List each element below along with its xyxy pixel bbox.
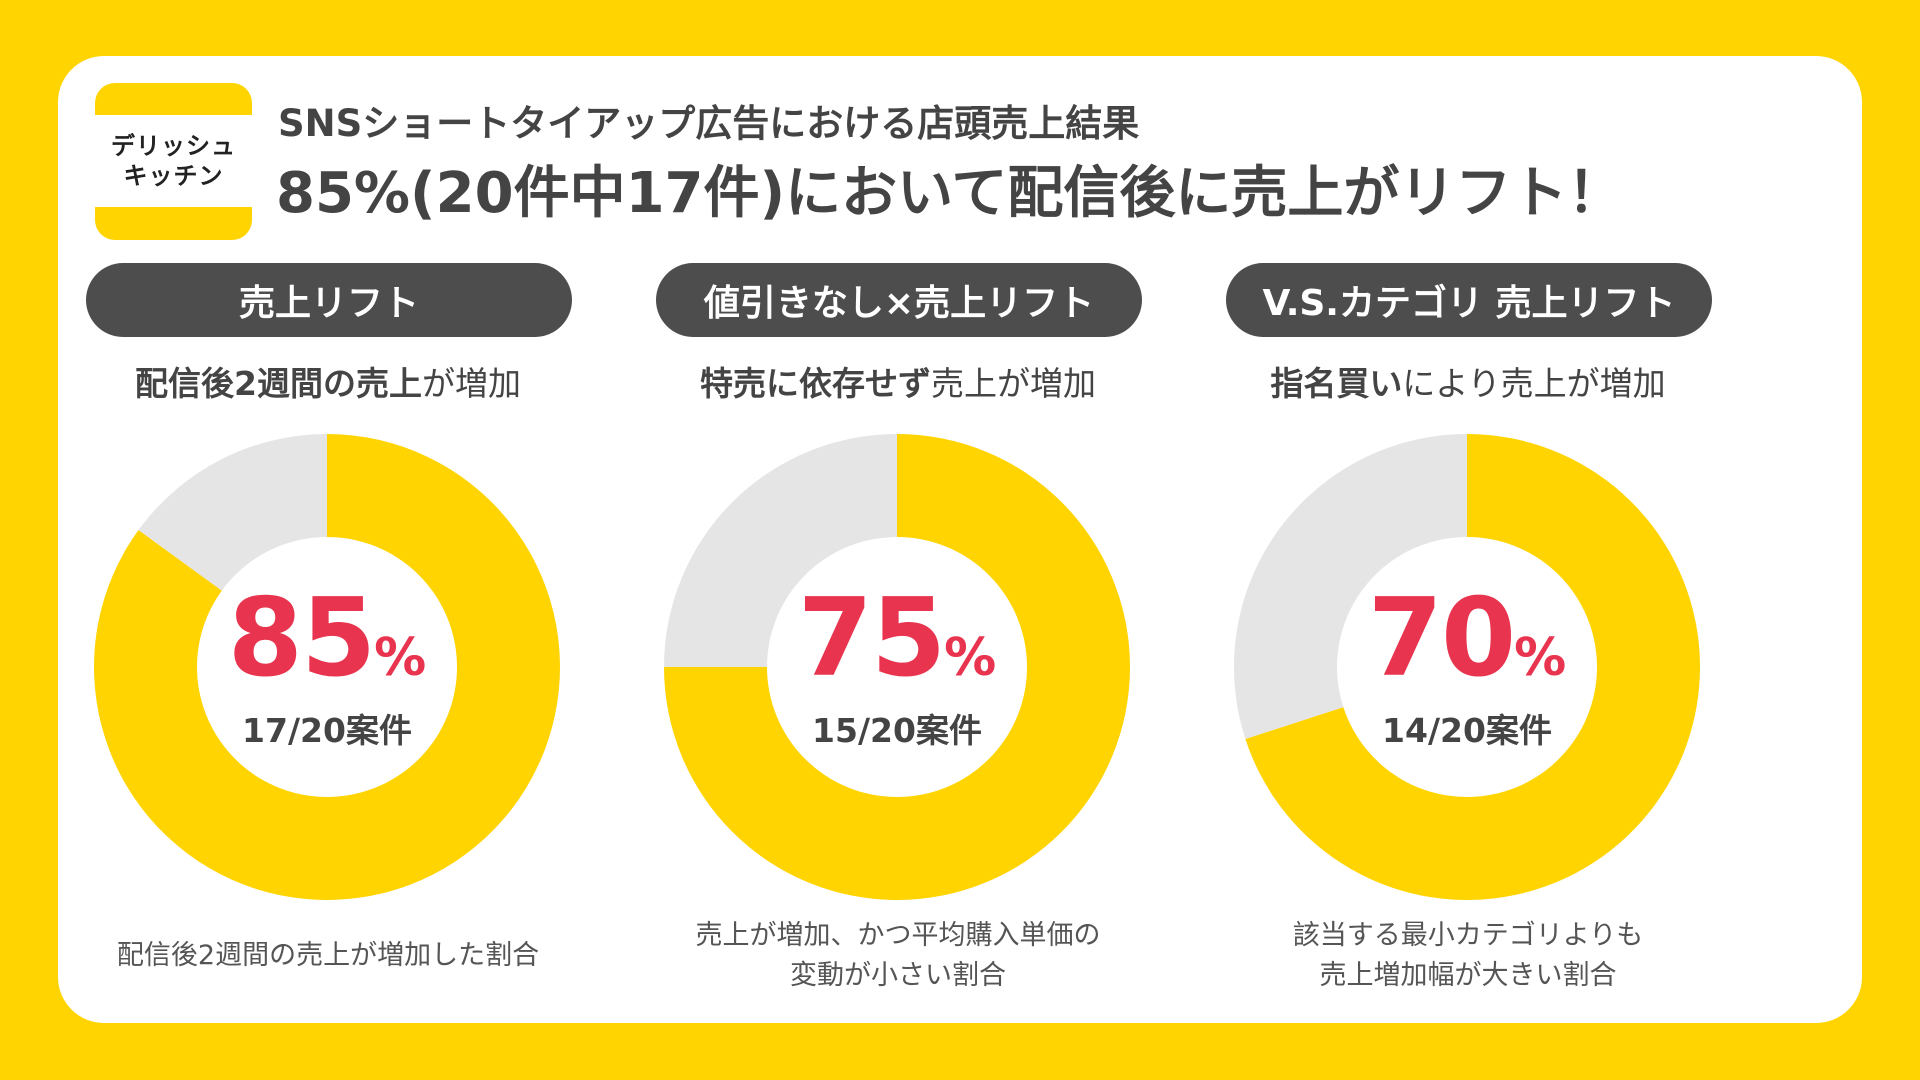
- slice-filled: [1245, 434, 1700, 900]
- chart-subheading: 指名買いにより売上が増加: [1198, 362, 1738, 406]
- donut-chart: [1234, 434, 1700, 900]
- subheading-rest: 売上が増加: [931, 364, 1096, 403]
- subheading-bold: 配信後2週間の売上: [135, 364, 422, 403]
- chart-note: 該当する最小カテゴリよりも 売上増加幅が大きい割合: [1198, 916, 1738, 996]
- slice-remaining: [1234, 434, 1467, 740]
- slice-filled: [94, 434, 560, 900]
- subheading-rest: により売上が増加: [1402, 364, 1666, 403]
- note-line: 該当する最小カテゴリよりも: [1292, 920, 1644, 951]
- donut-chart: [664, 434, 1130, 900]
- logo-inner: デリッシュ キッチン: [95, 115, 252, 207]
- slice-filled: [664, 434, 1130, 900]
- chart-title-pill: V.S.カテゴリ 売上リフト: [1226, 263, 1712, 337]
- content-card: デリッシュ キッチン SNSショートタイアップ広告における店頭売上結果 85%(…: [58, 56, 1862, 1023]
- note-line: 売上増加幅が大きい割合: [1319, 960, 1617, 991]
- chart-column-1: 売上リフト 配信後2週間の売上が増加 85% 17/20案件 配信後2週間の売上…: [58, 56, 598, 1023]
- subheading-bold: 指名買い: [1270, 364, 1403, 403]
- chart-subheading: 配信後2週間の売上が増加: [58, 362, 598, 406]
- chart-column-3: V.S.カテゴリ 売上リフト 指名買いにより売上が増加 70% 14/20案件 …: [1198, 56, 1738, 1023]
- chart-title-pill: 売上リフト: [86, 263, 572, 337]
- chart-subheading: 特売に依存せず売上が増加: [628, 362, 1168, 406]
- logo-text-line2: キッチン: [123, 162, 224, 190]
- chart-note: 売上が増加、かつ平均購入単価の 変動が小さい割合: [628, 916, 1168, 996]
- logo-text-line1: デリッシュ: [111, 132, 236, 160]
- note-line: 変動が小さい割合: [790, 960, 1006, 991]
- page-subtitle: SNSショートタイアップ広告における店頭売上結果: [278, 102, 1140, 145]
- note-line: 配信後2週間の売上が増加した割合: [116, 940, 540, 971]
- donut-chart: [94, 434, 560, 900]
- subheading-bold: 特売に依存せず: [700, 364, 931, 403]
- slice-remaining: [664, 434, 897, 667]
- slice-remaining: [138, 434, 327, 591]
- brand-logo: デリッシュ キッチン: [95, 83, 252, 240]
- chart-note: 配信後2週間の売上が増加した割合: [58, 936, 598, 976]
- chart-column-2: 値引きなし×売上リフト 特売に依存せず売上が増加 75% 15/20案件 売上が…: [628, 56, 1168, 1023]
- chart-title-pill: 値引きなし×売上リフト: [656, 263, 1142, 337]
- note-line: 売上が増加、かつ平均購入単価の: [695, 920, 1101, 951]
- page-title: 85%(20件中17件)において配信後に売上がリフト！: [276, 161, 1624, 226]
- subheading-rest: が増加: [421, 364, 521, 403]
